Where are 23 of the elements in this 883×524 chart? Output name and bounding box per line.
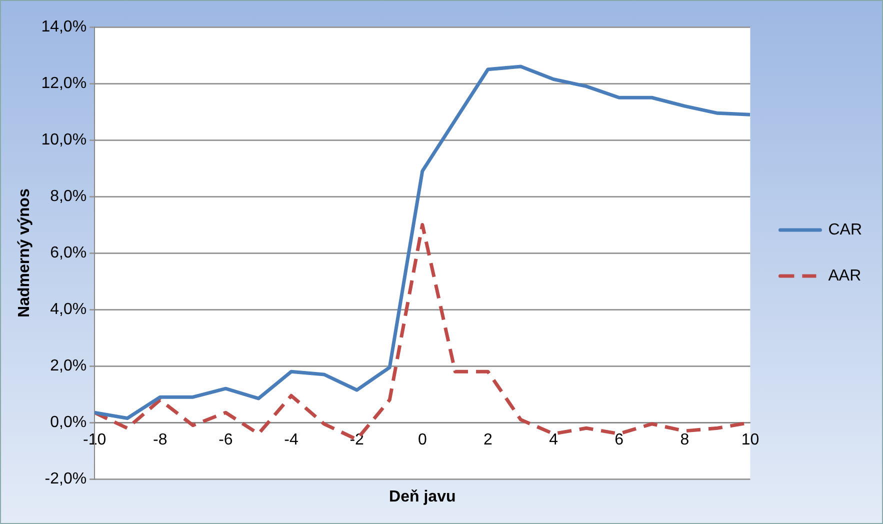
- x-axis-title: Deň javu: [389, 488, 456, 506]
- x-tick-label: -8: [153, 432, 168, 449]
- legend-label: CAR: [828, 221, 862, 238]
- x-tick-label: 0: [418, 432, 427, 449]
- y-tick-label: 2,0%: [50, 357, 87, 374]
- x-tick-label: 2: [484, 432, 493, 449]
- y-tick-label: -2,0%: [44, 470, 87, 488]
- x-tick-label: -6: [218, 432, 233, 449]
- y-tick-label: 12,0%: [41, 74, 87, 92]
- y-tick-label: 4,0%: [50, 300, 87, 318]
- y-tick-label: 10,0%: [41, 131, 87, 148]
- y-tick-label: 14,0%: [41, 18, 87, 36]
- y-tick-label: 8,0%: [50, 188, 87, 205]
- x-tick-label: -10: [83, 432, 106, 449]
- legend-label: AAR: [828, 267, 862, 284]
- x-tick-label: 6: [614, 432, 624, 449]
- x-tick-label: 8: [680, 432, 690, 449]
- y-axis-title: Nadmerný výnos: [16, 188, 34, 318]
- x-tick-label: 10: [741, 432, 760, 449]
- x-tick-label: -4: [284, 432, 298, 449]
- y-tick-label: 6,0%: [50, 244, 87, 262]
- x-tick-label: 4: [549, 432, 558, 449]
- y-tick-label: 0,0%: [50, 414, 87, 431]
